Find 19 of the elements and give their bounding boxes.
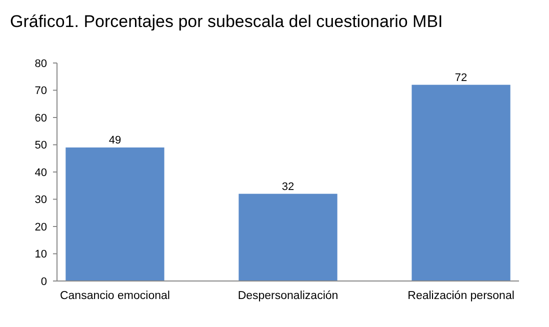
data-label: 72 (454, 72, 468, 84)
chart-title: Gráfico1. Porcentajes por subescala del cuestionario MBI (10, 12, 443, 31)
y-tick-label: 40 (34, 166, 47, 179)
bar (66, 147, 164, 281)
x-tick-label: Cansancio emocional (60, 290, 170, 302)
y-tick-label: 0 (40, 276, 47, 288)
x-tick-label: Despersonalización (238, 290, 338, 302)
y-tick-label: 60 (34, 112, 47, 124)
y-tick-label: 20 (34, 221, 47, 234)
x-tick-label: Realización personal (408, 290, 514, 302)
data-label: 32 (282, 180, 294, 193)
data-label: 49 (108, 134, 122, 146)
y-tick-label: 80 (34, 58, 47, 70)
y-tick-label: 70 (34, 85, 47, 98)
y-tick-label: 50 (34, 140, 47, 152)
y-tick-label: 30 (34, 194, 47, 206)
bar (238, 194, 338, 281)
bar (412, 84, 510, 281)
y-tick-label: 10 (34, 248, 47, 261)
